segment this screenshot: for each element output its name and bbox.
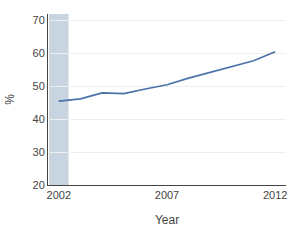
svg-text:50: 50: [33, 80, 45, 92]
svg-text:Year: Year: [155, 213, 179, 227]
svg-text:40: 40: [33, 113, 45, 125]
svg-text:20: 20: [33, 179, 45, 191]
svg-text:60: 60: [33, 47, 45, 59]
svg-text:70: 70: [33, 14, 45, 26]
svg-text:2007: 2007: [155, 189, 179, 201]
svg-text:2012: 2012: [263, 189, 287, 201]
svg-text:30: 30: [33, 146, 45, 158]
svg-text:%: %: [3, 94, 17, 105]
svg-text:2002: 2002: [47, 189, 71, 201]
